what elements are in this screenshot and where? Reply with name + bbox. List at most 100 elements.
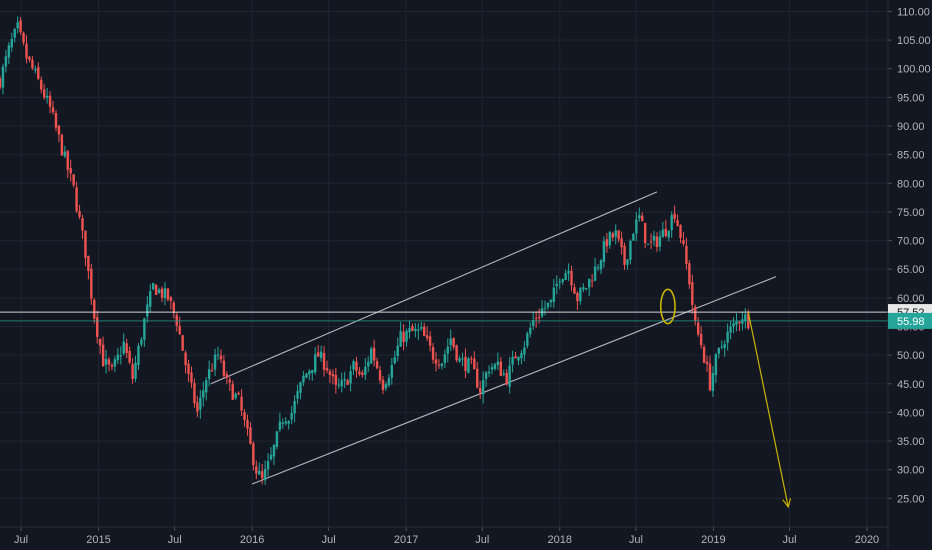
candle-body-up bbox=[305, 373, 308, 378]
candle-body-up bbox=[508, 365, 511, 387]
candle-body-down bbox=[66, 151, 69, 170]
candle-body-down bbox=[464, 356, 467, 371]
candle-body-down bbox=[355, 361, 358, 372]
candle-body-up bbox=[414, 328, 417, 331]
candle-body-down bbox=[322, 353, 326, 370]
candle-body-up bbox=[163, 288, 167, 299]
channel-trendline[interactable] bbox=[210, 191, 658, 385]
candle-body-down bbox=[249, 427, 252, 444]
candle-body-up bbox=[284, 421, 287, 424]
candle-body-up bbox=[502, 373, 505, 375]
candle-body-down bbox=[605, 239, 609, 247]
candle-body-down bbox=[84, 230, 87, 258]
candle-body-down bbox=[101, 344, 105, 367]
candle-body-down bbox=[78, 211, 81, 217]
candle-body-up bbox=[272, 444, 276, 457]
candle-body-up bbox=[311, 369, 314, 374]
annotations bbox=[659, 288, 792, 509]
candle-body-up bbox=[520, 353, 523, 359]
candle-body-down bbox=[60, 134, 64, 156]
candle-body-down bbox=[19, 20, 22, 33]
candle-body-down bbox=[252, 443, 255, 466]
candle-body-down bbox=[131, 364, 134, 379]
candle-body-down bbox=[72, 174, 75, 186]
candle-body-up bbox=[458, 358, 461, 362]
candle-body-up bbox=[290, 412, 293, 420]
candle-body-down bbox=[452, 337, 455, 348]
candle-body-up bbox=[670, 215, 673, 231]
candle-body-down bbox=[372, 347, 376, 361]
y-tick-label: 65.00 bbox=[897, 264, 925, 276]
price-axis[interactable]: 110.00 105.00 100.00 95.00 90.00 85.00 80.00 75… bbox=[887, 0, 931, 550]
candle-body-down bbox=[358, 371, 361, 374]
y-tick-label: 50.00 bbox=[897, 350, 925, 362]
candle-body-up bbox=[202, 390, 205, 398]
highlight-ellipse[interactable] bbox=[659, 288, 676, 325]
candle-body-down bbox=[573, 287, 576, 294]
candle-body-up bbox=[281, 422, 285, 424]
candle-body-up bbox=[119, 355, 122, 357]
candle-body-up bbox=[732, 323, 735, 327]
candle-body-down bbox=[243, 412, 246, 421]
candle-body-down bbox=[51, 107, 55, 113]
candle-body-down bbox=[705, 361, 709, 365]
candle-body-up bbox=[720, 346, 723, 348]
candle-body-up bbox=[408, 328, 411, 333]
candle-body-up bbox=[104, 358, 108, 365]
candle-body-down bbox=[455, 345, 458, 361]
candle-body-down bbox=[75, 187, 78, 212]
candle-body-down bbox=[470, 358, 473, 360]
candle-body-down bbox=[22, 32, 25, 43]
candle-body-up bbox=[564, 273, 567, 281]
candle-body-down bbox=[175, 314, 178, 326]
candle-body-up bbox=[199, 397, 202, 410]
candle-body-up bbox=[546, 302, 550, 308]
candle-body-up bbox=[490, 367, 494, 370]
candle-body-down bbox=[473, 358, 476, 370]
candle-body-up bbox=[122, 341, 125, 354]
candle-body-down bbox=[378, 370, 382, 381]
candle-body-down bbox=[590, 280, 594, 282]
time-axis[interactable]: Jul 2015 Jul 2016 Jul 2017 Jul 2018 Jul 2019 Jul 20… bbox=[0, 526, 888, 546]
candle-body-up bbox=[4, 56, 8, 67]
y-tick-label: 90.00 bbox=[897, 121, 925, 133]
candle-body-up bbox=[549, 299, 553, 303]
x-tick-label: Jul bbox=[168, 534, 182, 546]
candle-body-down bbox=[623, 245, 626, 265]
x-tick-label: 2016 bbox=[240, 534, 264, 546]
y-tick-label: 45.00 bbox=[897, 379, 925, 391]
candle-body-up bbox=[511, 356, 514, 365]
candle-body-down bbox=[361, 372, 364, 376]
projection-arrow-line[interactable] bbox=[747, 312, 789, 508]
candle-body-down bbox=[90, 268, 93, 299]
candle-body-up bbox=[258, 470, 261, 475]
candle-body-down bbox=[222, 360, 226, 376]
candle-body-down bbox=[694, 306, 697, 321]
candle-body-up bbox=[484, 372, 488, 379]
candle-body-down bbox=[31, 59, 34, 69]
candle-body-up bbox=[278, 421, 282, 430]
candle-body-up bbox=[608, 232, 612, 246]
candle-body-up bbox=[658, 236, 662, 247]
candle-body-up bbox=[646, 243, 650, 245]
candle-body-up bbox=[146, 304, 149, 317]
price-lines bbox=[0, 311, 888, 322]
candle-body-up bbox=[543, 307, 547, 309]
candle-body-down bbox=[437, 364, 441, 366]
candle-body-up bbox=[340, 380, 343, 387]
candle-body-up bbox=[205, 380, 208, 393]
candle-body-down bbox=[537, 316, 541, 318]
channel-trendline[interactable] bbox=[251, 276, 777, 485]
y-tick-label: 85.00 bbox=[897, 150, 925, 162]
candle-body-up bbox=[487, 371, 491, 374]
candle-body-up bbox=[299, 382, 302, 393]
candle-body-down bbox=[316, 352, 320, 357]
candle-body-down bbox=[570, 271, 573, 286]
candle-body-down bbox=[702, 346, 706, 363]
candle-body-up bbox=[207, 369, 211, 380]
candle-body-up bbox=[561, 279, 564, 282]
x-tick-label: 2017 bbox=[394, 534, 418, 546]
candle-body-up bbox=[45, 95, 49, 98]
candle-body-up bbox=[390, 365, 394, 378]
